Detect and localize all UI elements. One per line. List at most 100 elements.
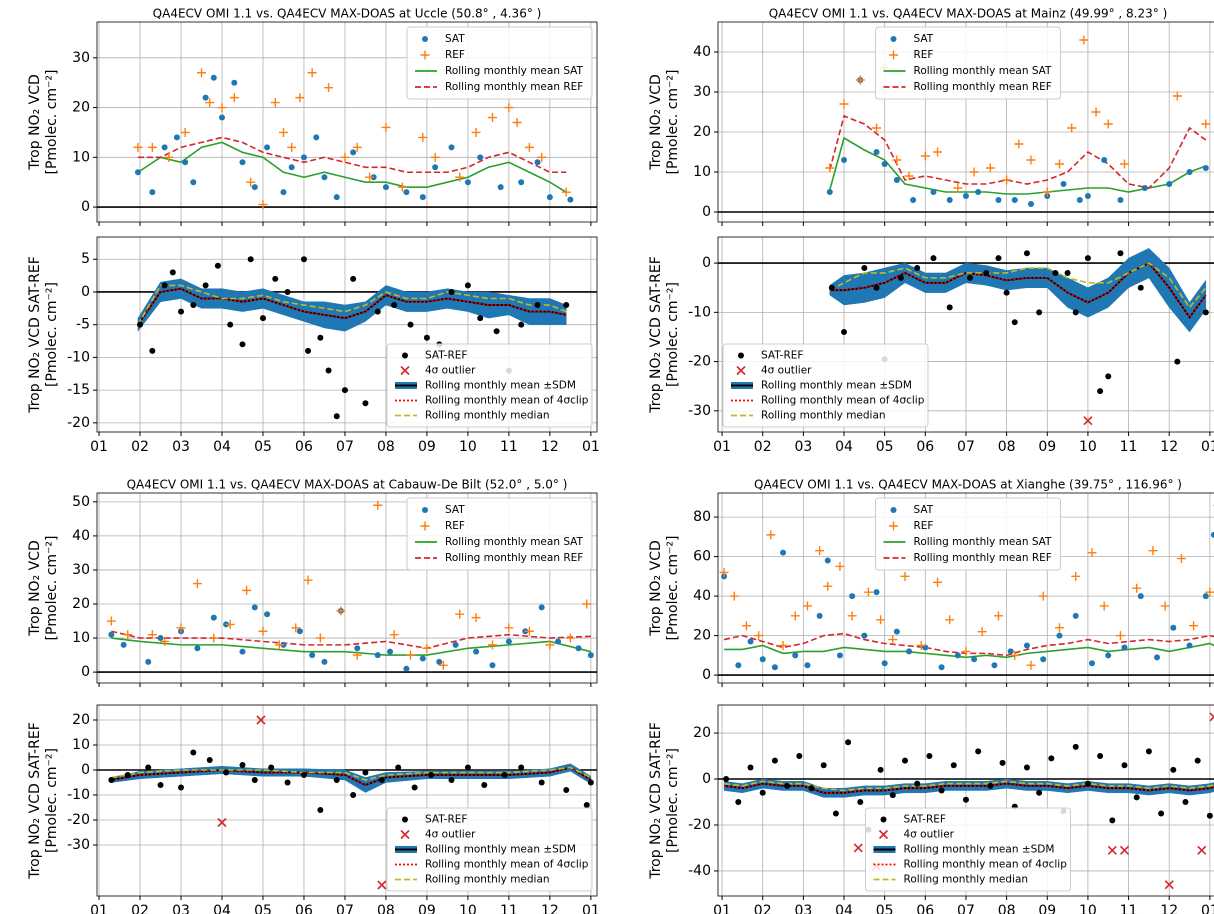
sdm-band xyxy=(1168,267,1190,333)
legend-label: Rolling monthly mean of 4σclip xyxy=(761,395,925,407)
x-tick-label: 02 xyxy=(131,439,149,455)
x-tick-label: 01 xyxy=(582,439,600,455)
x-tick-label: 05 xyxy=(254,903,272,914)
point xyxy=(354,645,361,652)
point xyxy=(157,635,164,642)
plus-point xyxy=(537,152,547,162)
point xyxy=(999,759,1006,766)
outlier-point xyxy=(736,365,746,376)
plus-point xyxy=(1071,571,1081,581)
axes-frame xyxy=(96,492,598,684)
plus-point xyxy=(1099,601,1109,611)
plus-point xyxy=(352,650,362,660)
chart-title: QA4ECV OMI 1.1 vs. QA4ECV MAX-DOAS at Ca… xyxy=(127,478,568,492)
point xyxy=(251,604,258,611)
plot-area xyxy=(718,35,1214,213)
point xyxy=(481,782,488,788)
point xyxy=(317,334,324,341)
x-tick-label: 10 xyxy=(1079,439,1097,455)
point xyxy=(305,347,312,354)
point xyxy=(804,662,811,669)
plus-point xyxy=(471,127,481,137)
legend-label: Rolling monthly median xyxy=(761,410,886,422)
y-axis-label: Trop NO₂ VCD SAT-REF xyxy=(648,256,664,414)
y-tick-label: 5 xyxy=(81,251,90,267)
plus-point xyxy=(229,93,239,103)
x-tick-label: 08 xyxy=(377,439,395,455)
outlier-point xyxy=(1119,845,1130,855)
point xyxy=(134,169,141,176)
plus-point xyxy=(270,98,280,108)
y-tick-label: 40 xyxy=(72,528,90,544)
outlier-point xyxy=(853,843,863,853)
plus-point xyxy=(835,561,845,571)
y-tick-label: 40 xyxy=(693,588,711,604)
point xyxy=(841,157,848,163)
point xyxy=(1105,373,1112,380)
x-tick-label: 11 xyxy=(500,903,518,914)
point xyxy=(1101,157,1108,163)
point xyxy=(190,749,197,756)
legend-box xyxy=(875,26,1061,100)
point xyxy=(1076,197,1083,203)
y-tick-label: 0 xyxy=(702,771,711,787)
point xyxy=(1084,193,1091,199)
point xyxy=(926,753,933,760)
point xyxy=(975,189,982,195)
plus-point xyxy=(847,611,857,621)
point xyxy=(832,810,839,817)
point xyxy=(505,638,512,645)
plus-point xyxy=(904,171,914,181)
point xyxy=(735,662,742,669)
rolling-line xyxy=(111,637,592,656)
point xyxy=(219,114,225,121)
point xyxy=(422,36,428,42)
plus-point xyxy=(106,616,116,626)
x-tick-label: 08 xyxy=(998,903,1016,914)
panel: 01 02 03 04 05 06 07 08 09 10 11 12 01 -30 -20 -10 0 10 20… xyxy=(27,704,600,914)
plus-point xyxy=(565,633,575,643)
y-tick-label: 10 xyxy=(693,164,711,180)
legend-box xyxy=(406,26,593,100)
rolling-line xyxy=(723,782,1214,794)
point xyxy=(272,275,279,282)
point xyxy=(881,660,888,667)
plus-point xyxy=(855,75,865,85)
x-tick-label: 12 xyxy=(1160,903,1178,914)
point xyxy=(378,777,385,783)
point xyxy=(1182,798,1189,805)
point xyxy=(145,658,152,665)
plus-point xyxy=(160,636,170,646)
y-tick-label: 20 xyxy=(693,124,711,140)
x-tick-label: 04 xyxy=(835,439,853,455)
x-tick-label: 03 xyxy=(172,903,190,914)
x-tick-label: 11 xyxy=(1120,439,1138,455)
plus-point xyxy=(1054,159,1064,169)
x-tick-label: 06 xyxy=(295,903,313,914)
point xyxy=(747,764,754,771)
plus-point xyxy=(920,151,930,161)
plot-area xyxy=(97,68,597,210)
point xyxy=(1133,794,1140,801)
y-axis-label: [Pmolec. cm⁻²] xyxy=(665,535,681,640)
point xyxy=(284,779,291,786)
point xyxy=(362,400,369,407)
point xyxy=(873,149,880,155)
legend-label: Rolling monthly median xyxy=(425,874,550,886)
point xyxy=(975,748,982,755)
plus-point xyxy=(340,152,350,162)
plus-point xyxy=(420,50,430,60)
point xyxy=(1137,284,1144,291)
plus-point xyxy=(205,98,215,108)
y-axis-label: [Pmolec. cm⁻²] xyxy=(665,69,681,174)
y-tick-label: -30 xyxy=(688,403,711,419)
point xyxy=(157,782,164,788)
plus-point xyxy=(397,182,407,192)
plus-point xyxy=(504,623,514,633)
legend-box xyxy=(865,807,1071,892)
point xyxy=(223,769,230,776)
point xyxy=(1117,250,1124,257)
point xyxy=(518,764,525,771)
x-tick-label: 10 xyxy=(459,903,477,914)
y-tick-label: 10 xyxy=(72,630,90,646)
